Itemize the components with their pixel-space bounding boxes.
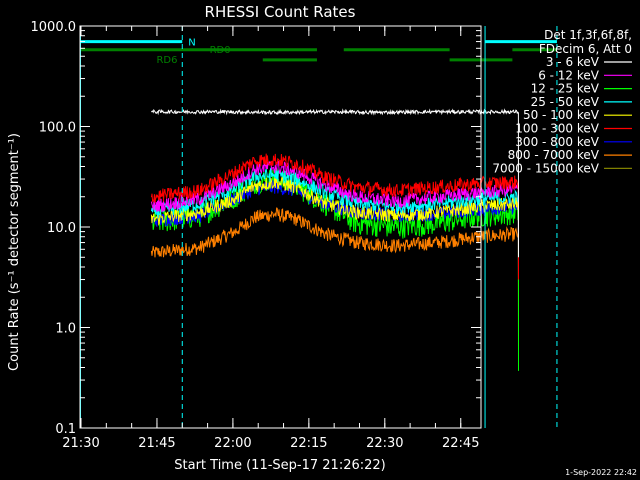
legend-entry-label: 100 - 300 keV <box>515 122 599 136</box>
legend-header-line: Det 1f,3f,6f,8f, <box>544 28 632 42</box>
x-axis-label: Start Time (11-Sep-17 21:26:22) <box>174 458 385 473</box>
series-line <box>150 160 519 280</box>
legend-header-line: FDecim 6, Att 0 <box>539 42 632 56</box>
y-axis-label: Count Rate (s⁻¹ detector segment⁻¹) <box>7 133 22 371</box>
series-line <box>150 153 519 280</box>
x-tick-label: 21:45 <box>138 436 175 451</box>
date-stamp: 1-Sep-2022 22:42 <box>565 468 637 477</box>
x-tick-label: 22:45 <box>442 436 479 451</box>
legend-entry-label: 50 - 100 keV <box>523 108 600 122</box>
y-tick-label: 10.0 <box>47 221 76 236</box>
legend-entry-label: 25 - 50 keV <box>531 95 600 109</box>
legend-entry-label: 12 - 25 keV <box>531 82 600 96</box>
status-label-n: N <box>188 38 195 49</box>
legend-entry-label: 800 - 7000 keV <box>508 148 600 162</box>
y-tick-label: 100.0 <box>39 121 76 136</box>
x-tick-label: 22:00 <box>214 436 251 451</box>
legend: Det 1f,3f,6f,8f,FDecim 6, Att 03 - 6 keV… <box>492 28 632 175</box>
status-bars: N RD0 RD6 <box>80 38 557 66</box>
legend-entry-label: 7000 - 15000 keV <box>492 161 599 175</box>
axes: 0.1 1.0 10.0 100.0 1000.0 21:30 21:45 22:00 22:1… <box>31 20 482 451</box>
series-line <box>150 207 519 350</box>
legend-entry-label: 6 - 12 keV <box>538 68 600 82</box>
chart-title: RHESSI Count Rates <box>205 3 356 21</box>
series-line <box>150 168 519 371</box>
series-line <box>150 176 519 280</box>
y-tick-label: 1.0 <box>55 322 76 337</box>
series-line <box>151 108 519 258</box>
x-tick-label: 22:30 <box>366 436 403 451</box>
y-tick-label: 1000.0 <box>31 20 77 35</box>
status-label-rd6: RD6 <box>156 55 177 66</box>
data-series <box>150 108 519 371</box>
legend-entry-label: 300 - 800 keV <box>515 135 599 149</box>
status-label-rd0: RD0 <box>210 45 231 56</box>
x-tick-label: 21:30 <box>62 436 99 451</box>
series-line <box>150 180 519 280</box>
legend-entry-label: 3 - 6 keV <box>546 55 600 69</box>
x-tick-label: 22:15 <box>290 436 327 451</box>
y-tick-label: 0.1 <box>55 422 76 437</box>
